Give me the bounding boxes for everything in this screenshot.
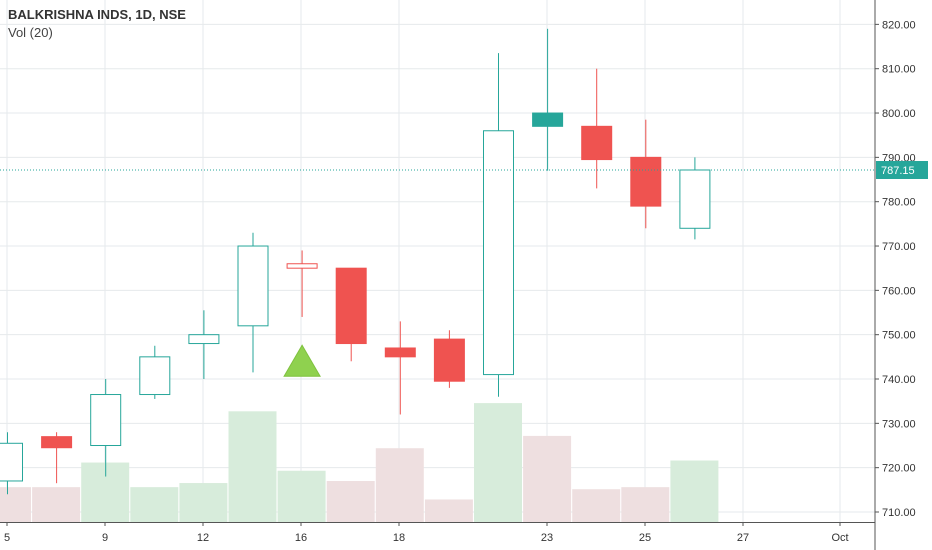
candle-body — [483, 130, 514, 376]
x-tick-label: 27 — [737, 532, 749, 544]
y-tick-label: 730.00 — [882, 418, 916, 430]
y-tick-label: 810.00 — [882, 64, 916, 76]
candle — [532, 28, 564, 171]
candle — [139, 345, 171, 399]
last-price-label: 787.15 — [881, 165, 915, 177]
volume-bar — [277, 470, 326, 522]
x-tick-label: Oct — [831, 532, 848, 544]
candle-body — [335, 267, 367, 345]
x-tick-label: 12 — [197, 532, 209, 544]
volume-indicator-label[interactable]: Vol (20) — [8, 25, 53, 40]
last-price-badge — [876, 160, 928, 179]
x-tick-label: 5 — [4, 532, 10, 544]
x-tick-label: 9 — [102, 532, 108, 544]
candle-body — [384, 347, 416, 358]
y-tick-label: 820.00 — [882, 19, 916, 31]
volume-bar — [670, 460, 719, 522]
candle-body — [139, 356, 171, 396]
volume-bar — [130, 487, 179, 522]
candle — [384, 321, 416, 415]
y-tick-label: 750.00 — [882, 330, 916, 342]
volume-bar — [572, 489, 621, 522]
candle-body — [41, 436, 73, 449]
candle — [0, 432, 23, 495]
chart-legend: BALKRISHNA INDS, 1D, NSE Vol (20) — [8, 6, 186, 42]
candle-body — [188, 334, 220, 345]
signal-markers — [283, 344, 321, 377]
y-tick-label: 740.00 — [882, 374, 916, 386]
symbol-title[interactable]: BALKRISHNA INDS, 1D, NSE — [8, 7, 186, 22]
candle-body — [532, 112, 564, 127]
candle-body — [286, 263, 318, 269]
candle — [679, 157, 711, 240]
candle — [483, 53, 514, 397]
volume-bar — [523, 435, 572, 522]
x-tick-label: 25 — [639, 532, 651, 544]
x-tick-label: 23 — [541, 532, 553, 544]
candle — [581, 68, 613, 189]
candle — [335, 267, 367, 362]
x-tick-label: 18 — [393, 532, 405, 544]
price-candles — [0, 28, 711, 495]
buy-signal-triangle — [283, 344, 321, 377]
volume-bars — [0, 403, 719, 522]
y-tick-label: 800.00 — [882, 108, 916, 120]
volume-bar — [474, 403, 522, 522]
volume-bar — [424, 499, 473, 522]
volume-bar — [621, 487, 670, 522]
x-tick-label: 16 — [295, 532, 307, 544]
grid-lines — [0, 0, 875, 522]
candle — [286, 250, 318, 317]
candle — [237, 232, 269, 373]
candle — [188, 310, 220, 380]
candle-body — [581, 125, 613, 161]
candle-body — [237, 245, 269, 327]
volume-bar — [228, 411, 277, 522]
volume-bar — [179, 483, 228, 522]
volume-bar — [375, 448, 424, 522]
candle-body — [630, 156, 662, 207]
candle — [630, 119, 662, 229]
candle — [41, 432, 73, 484]
volume-bar — [326, 481, 375, 522]
y-tick-label: 760.00 — [882, 285, 916, 297]
volume-bar — [0, 487, 31, 522]
candle — [90, 379, 122, 477]
y-tick-label: 720.00 — [882, 463, 916, 475]
candle-body — [433, 338, 465, 382]
volume-bar — [32, 487, 81, 522]
candle-body — [0, 442, 23, 482]
y-tick-label: 710.00 — [882, 507, 916, 519]
y-tick-label: 770.00 — [882, 241, 916, 253]
candle-body — [90, 394, 122, 447]
y-tick-label: 780.00 — [882, 197, 916, 209]
candle-body — [679, 169, 711, 229]
candle — [433, 330, 465, 388]
